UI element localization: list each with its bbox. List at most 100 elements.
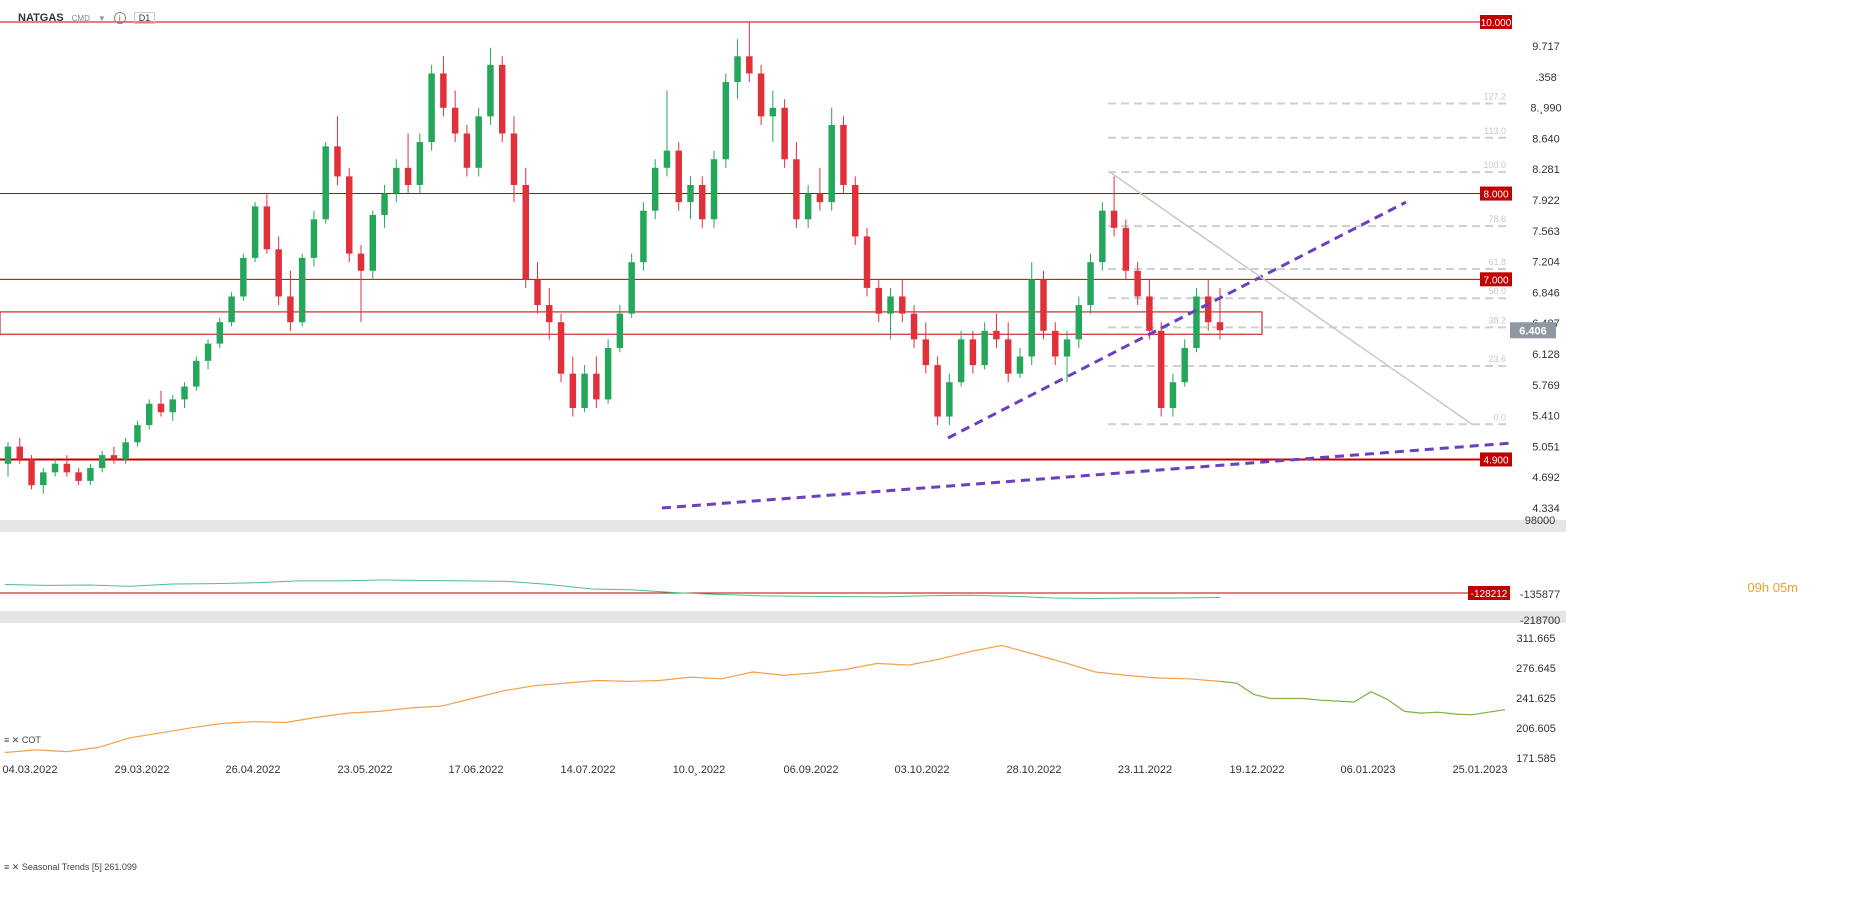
panel-separator	[0, 611, 1566, 623]
current-price-tag	[1510, 322, 1556, 339]
x-tick-label: 03.10.2022	[894, 764, 949, 776]
candle-body	[393, 167, 400, 194]
candle-body	[663, 150, 671, 168]
candle-body	[757, 73, 765, 117]
candle-body	[1110, 210, 1118, 228]
level-tag	[1480, 15, 1512, 29]
candle-body	[16, 446, 24, 460]
candle-body	[4, 446, 12, 464]
candle-body	[1122, 227, 1130, 271]
candle-body	[381, 193, 388, 215]
seasonal-y-tick-label: 171.585	[1516, 753, 1556, 765]
seasonal-panel-label: ≡ ✕ Seasonal Trends [5] 261.099	[4, 862, 137, 873]
candle-body	[1181, 347, 1188, 383]
candle-body	[451, 107, 459, 134]
candle-body	[134, 425, 141, 443]
candle-body	[1063, 339, 1071, 357]
current-price-label: 6.406	[1519, 325, 1547, 337]
candle-body	[946, 382, 953, 417]
x-tick-label: 14.07.2022	[560, 764, 615, 776]
close-icon[interactable]: ✕	[11, 735, 20, 745]
level-tag	[1480, 272, 1512, 287]
candle-body	[804, 193, 812, 220]
y-tick-label: 8.640	[1532, 133, 1560, 145]
candle-body	[628, 262, 635, 314]
y-tick-label: 5.051	[1532, 441, 1560, 453]
close-icon[interactable]: ✕	[11, 862, 20, 872]
trendline-lower	[661, 441, 1511, 510]
candle-body	[1204, 296, 1212, 323]
candle-body	[1099, 210, 1106, 263]
candle-body	[910, 313, 918, 340]
timeframe-select[interactable]: D1	[133, 12, 156, 24]
y-tick-label: 4.334	[1532, 503, 1560, 515]
candle-body	[63, 463, 71, 473]
candle-body	[157, 403, 165, 413]
fib-level-label: 0.0	[1493, 412, 1506, 422]
candle-body	[546, 305, 553, 323]
cot-line	[4, 579, 1221, 600]
settings-icon[interactable]: ≡	[4, 862, 10, 872]
info-icon[interactable]: i	[113, 12, 126, 24]
candle-body	[169, 399, 176, 413]
chevron-down-icon[interactable]: ▼	[97, 13, 106, 23]
panel-separator	[0, 520, 1566, 532]
candle-body	[346, 176, 353, 254]
candle-body	[922, 339, 930, 366]
candle-body	[710, 159, 718, 220]
candle-body	[934, 365, 941, 417]
fib-level-label: 38.2	[1488, 315, 1506, 325]
seasonal-panel: 311.665 276.645 241.625 206.605 171.585	[4, 633, 1556, 765]
candle-body	[40, 472, 47, 486]
candle-body	[1216, 322, 1224, 331]
x-tick-label: 23.11.2022	[1118, 764, 1172, 776]
cot-label: COT	[21, 735, 41, 745]
candle-body	[1087, 262, 1094, 306]
candle-body	[404, 167, 412, 185]
candle-body	[687, 184, 694, 203]
candle-body	[1146, 296, 1153, 331]
x-tick-label: 23.05.2022	[337, 764, 392, 776]
candle-body	[581, 373, 588, 408]
candle-body	[840, 124, 847, 185]
level-tag	[1480, 186, 1512, 201]
symbol-label[interactable]: NATGAS	[18, 12, 64, 24]
seasonal-label: Seasonal Trends [5] 261.099	[21, 862, 137, 872]
x-tick-label: 25.01.2023	[1452, 764, 1507, 776]
candle-body	[534, 279, 541, 306]
candle-body	[522, 184, 529, 280]
x-tick-label: 29.03.2022	[114, 764, 169, 776]
candle-body	[251, 206, 259, 258]
candle-body	[793, 159, 800, 220]
candle-body	[993, 330, 1000, 340]
seasonal-y-tick-label: 241.625	[1516, 693, 1556, 705]
level-tag-label: 7.000	[1483, 275, 1508, 286]
candle-body	[816, 193, 824, 203]
x-tick-label: 10.0¸.2022	[673, 764, 726, 776]
candle-body	[746, 56, 753, 74]
y-tick-label: .358	[1535, 72, 1556, 84]
candle-body	[287, 296, 294, 323]
settings-icon[interactable]: ≡	[4, 735, 10, 745]
cot-y-tick-label: -135877	[1520, 589, 1560, 601]
candle-body	[487, 64, 494, 117]
candle-body	[863, 236, 871, 288]
y-tick-label: 7.563	[1532, 226, 1560, 238]
candle-body	[416, 142, 424, 185]
candle-body	[969, 339, 977, 366]
candle-body	[828, 124, 835, 203]
candle-body	[651, 167, 659, 211]
candle-body	[369, 214, 377, 271]
candle-body	[1193, 296, 1200, 348]
cot-y-tick-label: -218700	[1520, 615, 1560, 627]
candle-body	[569, 373, 577, 408]
candle-body	[875, 287, 882, 314]
candle-body	[616, 313, 624, 348]
candle-body	[275, 249, 282, 297]
candle-body	[769, 107, 777, 117]
candle-body	[87, 468, 94, 481]
candle-body	[1157, 330, 1165, 408]
seasonal-y-tick-label: 311.665	[1517, 633, 1556, 645]
candle-body	[181, 386, 188, 400]
